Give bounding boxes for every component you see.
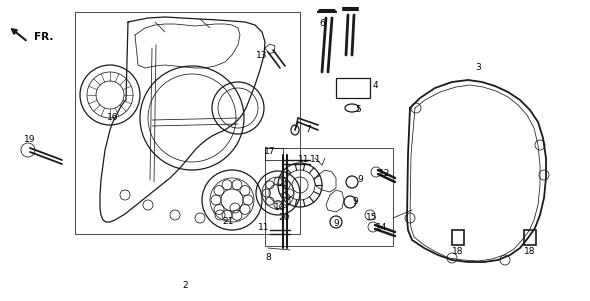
Text: 17: 17	[264, 147, 276, 157]
Text: 8: 8	[265, 253, 271, 262]
Text: 11: 11	[299, 156, 310, 165]
Text: FR.: FR.	[34, 32, 53, 42]
Text: 9: 9	[357, 175, 363, 185]
Text: 9: 9	[333, 219, 339, 228]
Bar	[75, 12, 300, 234]
Text: 10: 10	[274, 203, 286, 213]
Bar	[336, 78, 370, 98]
Text: 4: 4	[372, 80, 378, 89]
Text: 16: 16	[107, 113, 119, 123]
Text: 5: 5	[355, 105, 361, 114]
Bar	[265, 148, 393, 246]
Text: 6: 6	[319, 18, 325, 27]
Text: 2: 2	[182, 281, 188, 290]
Text: 18: 18	[453, 247, 464, 256]
Text: 18: 18	[525, 247, 536, 256]
Text: 14: 14	[376, 224, 388, 232]
Text: 11: 11	[310, 156, 322, 165]
Polygon shape	[265, 44, 275, 54]
Text: 7: 7	[305, 126, 311, 135]
Text: 19: 19	[24, 135, 36, 144]
Bar	[452, 230, 464, 245]
Bar	[524, 230, 536, 245]
Bar	[265, 148, 283, 160]
Text: 12: 12	[379, 169, 391, 178]
Text: 21: 21	[222, 218, 234, 226]
Text: 3: 3	[475, 64, 481, 73]
Text: 20: 20	[278, 213, 290, 222]
Text: 13: 13	[256, 51, 268, 61]
Text: 15: 15	[366, 213, 378, 222]
Text: 9: 9	[352, 197, 358, 206]
Text: 11: 11	[258, 224, 270, 232]
